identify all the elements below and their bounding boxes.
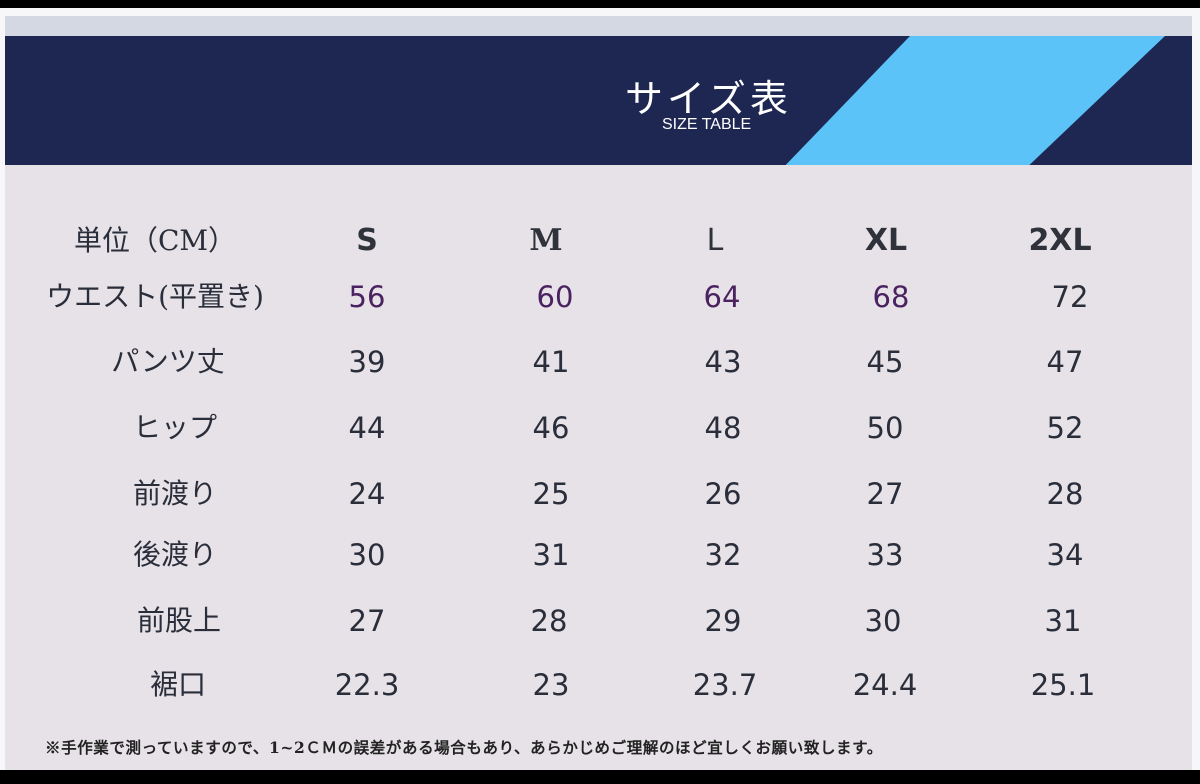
value-cell: 44: [348, 411, 386, 445]
value-cell: 29: [704, 604, 742, 638]
table-row: ヒップ 44 46 48 50 52: [5, 403, 1192, 453]
value-cell: 41: [532, 345, 570, 379]
value-cell: 52: [1046, 411, 1084, 445]
value-cell: 32: [704, 538, 742, 572]
value-cell: 64: [703, 280, 741, 314]
top-strip: [5, 16, 1192, 36]
value-cell: 43: [704, 345, 742, 379]
value-cell: 68: [872, 280, 910, 314]
value-cell: 60: [536, 280, 574, 314]
value-cell: 27: [866, 477, 904, 511]
bottom-black-bar: [0, 770, 1200, 784]
table-header-row: 単位（CM） S M L XL 2XL: [5, 216, 1192, 266]
table-row: 後渡り 30 31 32 33 34: [5, 530, 1192, 580]
value-cell: 50: [866, 411, 904, 445]
value-cell: 26: [704, 477, 742, 511]
value-cell: 23: [532, 668, 570, 702]
value-cell: 25: [532, 477, 570, 511]
value-cell: 33: [866, 538, 904, 572]
diagonal-stripe-graphic: [785, 36, 1165, 165]
table-row: パンツ丈 39 41 43 45 47: [5, 337, 1192, 387]
value-cell: 31: [532, 538, 570, 572]
row-label: ウエスト(平置き): [46, 280, 264, 313]
measurement-disclaimer: ※手作業で測っていますので、1~2ＣＭの誤差がある場合もあり、あらかじめご理解の…: [45, 738, 883, 757]
value-cell: 30: [348, 538, 386, 572]
row-label: 前渡り: [132, 477, 218, 510]
value-cell: 30: [864, 604, 902, 638]
value-cell: 28: [530, 604, 568, 638]
value-cell: 27: [348, 604, 386, 638]
row-label: パンツ丈: [111, 345, 225, 378]
size-header-s: S: [356, 223, 378, 258]
value-cell: 28: [1046, 477, 1084, 511]
row-label: 裾口: [149, 668, 207, 701]
value-cell: 24: [348, 477, 386, 511]
table-row: 前渡り 24 25 26 27 28: [5, 469, 1192, 519]
table-row: 前股上 27 28 29 30 31: [5, 596, 1192, 646]
page: サイズ表 SIZE TABLE 単位（CM） S M L XL 2XL ウエスト…: [0, 8, 1200, 770]
size-header-l: L: [706, 223, 724, 258]
table-row: 裾口 22.3 23 23.7 24.4 25.1: [5, 660, 1192, 710]
value-cell: 46: [532, 411, 570, 445]
row-label: ヒップ: [132, 411, 218, 444]
value-cell: 45: [866, 345, 904, 379]
value-cell: 72: [1051, 280, 1089, 314]
header-banner: サイズ表 SIZE TABLE: [5, 36, 1192, 165]
value-cell: 39: [348, 345, 386, 379]
value-cell: 24.4: [852, 668, 918, 702]
value-cell: 23.7: [692, 668, 758, 702]
size-header-m: M: [529, 223, 563, 258]
unit-label: 単位（CM）: [73, 224, 237, 257]
top-black-bar: [0, 0, 1200, 8]
page-title: サイズ表: [625, 77, 792, 121]
value-cell: 22.3: [334, 668, 400, 702]
value-cell: 48: [704, 411, 742, 445]
page-subtitle: SIZE TABLE: [662, 116, 752, 133]
row-label: 後渡り: [132, 538, 218, 571]
size-header-xl: XL: [864, 223, 908, 258]
value-cell: 56: [348, 280, 386, 314]
row-label: 前股上: [136, 604, 222, 637]
value-cell: 31: [1044, 604, 1082, 638]
table-row: ウエスト(平置き) 56 60 64 68 72: [5, 272, 1192, 322]
size-chart-sheet: サイズ表 SIZE TABLE 単位（CM） S M L XL 2XL ウエスト…: [5, 16, 1192, 770]
size-header-2xl: 2XL: [1028, 223, 1092, 258]
value-cell: 25.1: [1030, 668, 1096, 702]
value-cell: 47: [1046, 345, 1084, 379]
value-cell: 34: [1046, 538, 1084, 572]
